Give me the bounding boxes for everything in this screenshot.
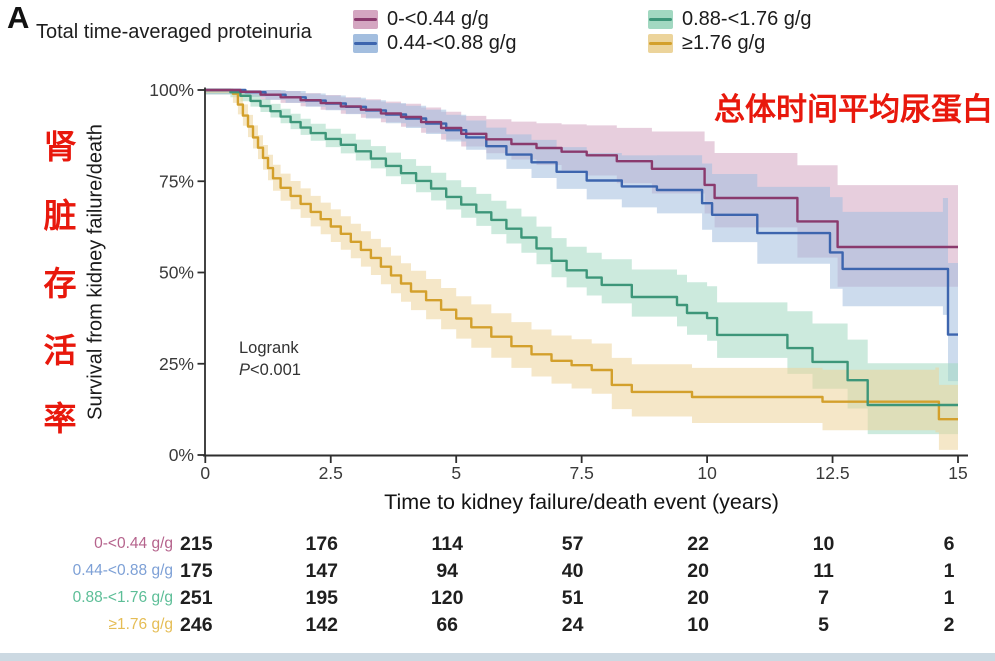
y-axis-title: Survival from kidney failure/death <box>84 124 107 420</box>
annotation-chinese-left-char: 率 <box>43 400 77 437</box>
y-tick-label: 75% <box>159 171 194 191</box>
legend-item: ≥1.76 g/g <box>648 31 812 55</box>
risk-count: 251 <box>180 587 213 609</box>
risk-row-label: 0.44-<0.88 g/g <box>72 562 173 579</box>
risk-count: 20 <box>687 587 709 609</box>
confidence-band <box>205 90 959 451</box>
annotation-chinese-left-char: 肾 <box>43 128 77 165</box>
legend-label: 0-<0.44 g/g <box>387 7 489 30</box>
risk-count: 57 <box>561 533 584 555</box>
risk-count: 147 <box>305 560 339 582</box>
risk-count: 120 <box>430 587 464 609</box>
risk-count: 246 <box>180 614 213 636</box>
legend-column-2: 0.88-<1.76 g/g ≥1.76 g/g <box>648 7 812 55</box>
x-tick-label: 15 <box>948 463 967 483</box>
annotation-chinese-right: 总体时间平均尿蛋白 <box>714 92 993 127</box>
confidence-band <box>205 90 959 382</box>
legend-swatch-icon <box>648 33 673 53</box>
risk-count: 20 <box>687 560 709 582</box>
risk-row-label: 0.88-<1.76 g/g <box>72 589 173 606</box>
risk-count: 175 <box>180 560 213 582</box>
risk-count: 5 <box>818 614 829 636</box>
y-tick-label: 25% <box>159 354 194 374</box>
legend-label: 0.44-<0.88 g/g <box>387 31 517 54</box>
legend-label: ≥1.76 g/g <box>682 31 766 54</box>
risk-count: 22 <box>687 533 709 555</box>
x-tick-label: 7.5 <box>569 463 593 483</box>
legend-swatch-icon <box>353 33 378 53</box>
legend-item: 0.44-<0.88 g/g <box>353 31 517 55</box>
annotation-chinese-left-char: 存 <box>43 265 77 302</box>
risk-count: 40 <box>561 560 584 582</box>
risk-count: 142 <box>305 614 339 636</box>
survival-curve <box>205 88 958 407</box>
risk-count: 195 <box>305 587 339 609</box>
legend-item: 0.88-<1.76 g/g <box>648 7 812 31</box>
y-tick-label: 50% <box>159 263 194 283</box>
logrank-p-value: P<0.001 <box>239 361 301 380</box>
x-tick-label: 12.5 <box>816 463 850 483</box>
x-tick-label: 2.5 <box>319 463 343 483</box>
y-tick-label: 0% <box>169 445 194 465</box>
legend-item: 0-<0.44 g/g <box>353 7 517 31</box>
annotation-chinese-left-char: 脏 <box>43 197 77 234</box>
x-tick-label: 0 <box>200 463 210 483</box>
risk-count: 10 <box>687 614 709 636</box>
x-axis-title: Time to kidney failure/death event (year… <box>384 490 779 514</box>
x-tick-label: 5 <box>451 463 461 483</box>
x-tick-label: 10 <box>697 463 717 483</box>
risk-count: 1 <box>943 560 955 582</box>
risk-count: 51 <box>561 587 584 609</box>
risk-count: 2 <box>943 614 955 636</box>
legend-column-1: 0-<0.44 g/g 0.44-<0.88 g/g <box>353 7 517 55</box>
bottom-bar <box>0 653 995 661</box>
risk-count: 11 <box>813 560 834 582</box>
y-tick-label: 100% <box>149 80 194 100</box>
annotation-chinese-left-char: 活 <box>43 332 77 369</box>
legend-swatch-icon <box>353 9 378 29</box>
survival-curve <box>205 88 958 421</box>
legend-title: Total time-averaged proteinuria <box>36 21 312 43</box>
risk-count: 215 <box>180 533 213 555</box>
risk-count: 66 <box>436 614 459 636</box>
risk-count: 10 <box>812 533 835 555</box>
risk-row-label: ≥1.76 g/g <box>108 616 173 633</box>
risk-count: 6 <box>943 533 955 555</box>
risk-row-label: 0-<0.44 g/g <box>94 535 173 552</box>
panel-label: A <box>7 0 30 35</box>
survival-curve <box>205 88 958 249</box>
risk-count: 1 <box>943 587 955 609</box>
risk-count: 7 <box>818 587 829 609</box>
risk-count: 24 <box>561 614 584 636</box>
logrank-annotation: Logrank P<0.001 <box>239 337 301 382</box>
legend-label: 0.88-<1.76 g/g <box>682 7 812 30</box>
risk-count: 94 <box>436 560 459 582</box>
legend-swatch-icon <box>648 9 673 29</box>
logrank-test-name: Logrank <box>239 339 299 357</box>
risk-count: 176 <box>305 533 339 555</box>
risk-count: 114 <box>431 533 463 555</box>
confidence-band <box>205 90 959 438</box>
